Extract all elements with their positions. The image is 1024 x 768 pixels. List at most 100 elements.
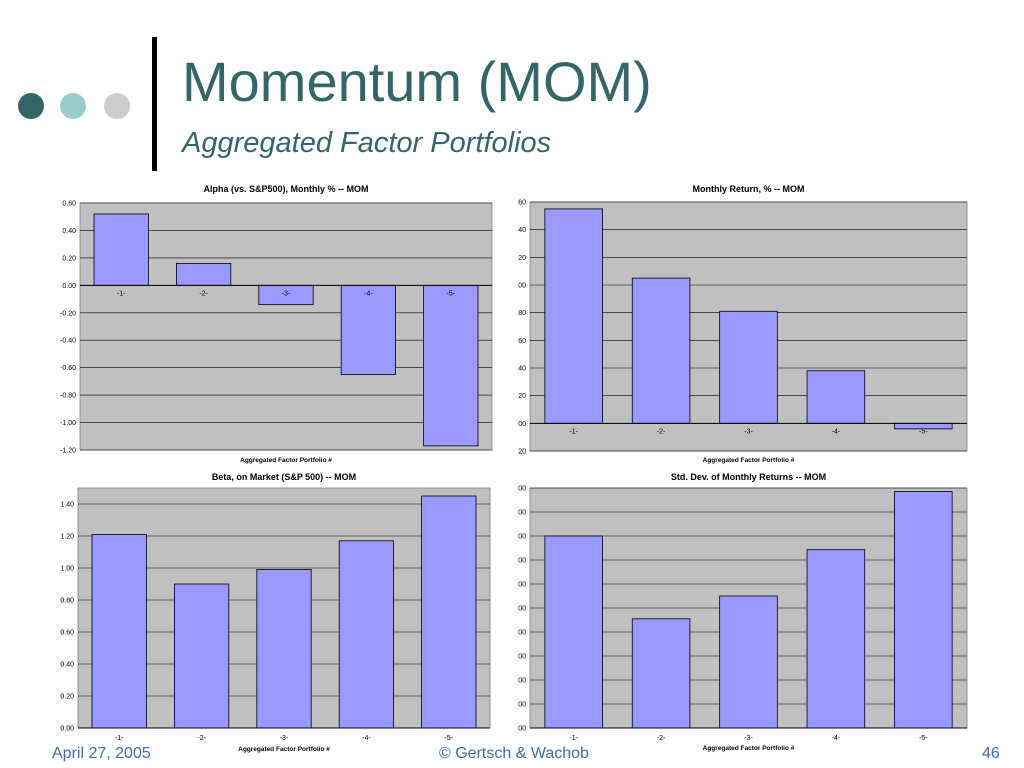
y-tick-label: 7.00 (518, 558, 526, 565)
decorative-dots (18, 93, 138, 121)
std-dev-chart: Std. Dev. of Monthly Returns -- MOM 10.00… (518, 468, 973, 758)
dot-gray (104, 93, 130, 119)
y-tick-label: 2.00 (518, 678, 526, 685)
x-tick-label: -2- (197, 735, 206, 742)
bar (423, 284, 479, 447)
bar (719, 595, 778, 729)
y-tick-label: 0.00 (518, 421, 526, 428)
x-tick-label: -4- (362, 735, 371, 742)
chart-svg: Alpha (vs. S&P500), Monthly % -- MOM 0.60… (60, 184, 493, 464)
x-tick-label: -4- (832, 428, 841, 435)
y-tick-label: 1.40 (518, 227, 526, 234)
x-tick-label: -5- (445, 735, 454, 742)
y-tick-label: 6.00 (518, 582, 526, 589)
x-tick-label: -1- (569, 735, 578, 742)
bar (256, 569, 312, 729)
y-tick-label: 0.60 (518, 338, 526, 345)
x-tick-label: -5- (919, 428, 928, 435)
y-tick-label: 0.60 (60, 630, 74, 637)
y-tick-label: 0.20 (518, 393, 526, 400)
x-tick-label: -2- (657, 735, 666, 742)
y-tick-label: 1.20 (518, 255, 526, 262)
slide-subtitle: Aggregated Factor Portfolios (182, 127, 552, 159)
chart-title: Std. Dev. of Monthly Returns -- MOM (671, 472, 826, 482)
y-tick-label: -0.20 (60, 310, 76, 317)
x-tick-label: -3- (744, 735, 753, 742)
bar (340, 284, 396, 375)
y-tick-label: 3.00 (518, 654, 526, 661)
footer-copyright: © Gertsch & Wachob (439, 745, 589, 762)
y-tick-label: -0.40 (60, 338, 76, 345)
y-tick-label: 1.00 (518, 283, 526, 290)
x-tick-label: -1- (569, 428, 578, 435)
bar (806, 549, 866, 729)
bar (806, 370, 866, 424)
x-tick-label: -3- (282, 290, 291, 297)
y-tick-label: -0.20 (518, 449, 526, 456)
x-tick-label: -1- (115, 735, 124, 742)
y-tick-label: 1.00 (518, 702, 526, 709)
y-tick-label: -1.20 (60, 448, 76, 455)
y-tick-label: 1.40 (60, 502, 74, 509)
y-tick-label: 0.60 (62, 201, 76, 208)
y-tick-label: 10.00 (518, 486, 526, 493)
y-tick-label: 0.40 (60, 662, 74, 669)
y-tick-label: -1.00 (60, 420, 76, 427)
x-tick-label: -5- (447, 290, 456, 297)
dot-teal (60, 93, 86, 119)
bar (338, 540, 394, 729)
x-axis-label: Aggregated Factor Portfolio # (703, 745, 795, 752)
chart-svg: Monthly Return, % -- MOM 1.60 1.40 1.20 1.00… (518, 184, 968, 464)
bar (174, 583, 230, 729)
bar (544, 535, 603, 729)
y-tick-label: -0.60 (60, 365, 76, 372)
y-tick-label: 0.00 (518, 726, 526, 733)
x-tick-label: -3- (744, 428, 753, 435)
bar (176, 262, 232, 286)
y-tick-label: 0.40 (518, 366, 526, 373)
x-tick-label: -5- (919, 735, 928, 742)
bar (631, 277, 691, 424)
y-tick-label: 0.40 (62, 228, 76, 235)
monthly-return-chart: Monthly Return, % -- MOM 1.60 1.40 1.20 1.00… (518, 180, 973, 465)
x-tick-label: -4- (832, 735, 841, 742)
chart-title: Beta, on Market (S&P 500) -- MOM (212, 472, 356, 482)
y-tick-label: 0.00 (60, 726, 74, 733)
y-tick-label: 4.00 (518, 630, 526, 637)
x-tick-label: -1- (117, 290, 126, 297)
x-tick-label: -3- (280, 735, 289, 742)
chart-title: Alpha (vs. S&P500), Monthly % -- MOM (203, 184, 368, 194)
slide-title: Momentum (MOM) (182, 50, 652, 113)
bar (894, 491, 953, 729)
y-tick-label: 0.00 (62, 283, 76, 290)
bar (631, 618, 691, 729)
dot-dark (18, 93, 44, 119)
bar (544, 208, 603, 424)
bar (93, 213, 149, 286)
y-tick-label: 0.20 (60, 694, 74, 701)
x-tick-label: -2- (657, 428, 666, 435)
y-tick-label: 1.00 (60, 566, 74, 573)
y-tick-label: 9.00 (518, 510, 526, 517)
y-tick-label: 1.60 (518, 200, 526, 207)
bar (719, 310, 778, 424)
y-tick-label: 0.20 (62, 255, 76, 262)
chart-svg: Beta, on Market (S&P 500) -- MOM 1.40 1.20… (60, 472, 491, 753)
x-tick-label: -4- (364, 290, 373, 297)
x-axis-label: Aggregated Factor Portfolio # (703, 457, 795, 464)
alpha-chart: Alpha (vs. S&P500), Monthly % -- MOM 0.60… (40, 180, 495, 465)
bar (421, 495, 477, 729)
y-tick-label: 0.80 (60, 598, 74, 605)
y-tick-label: 0.80 (518, 310, 526, 317)
y-tick-label: 1.20 (60, 534, 74, 541)
x-axis-label: Aggregated Factor Portfolio # (240, 457, 332, 464)
x-tick-label: -2- (199, 290, 208, 297)
title-divider (152, 37, 157, 171)
bar (91, 534, 147, 729)
chart-svg: Std. Dev. of Monthly Returns -- MOM 10.00… (518, 472, 968, 752)
beta-chart: Beta, on Market (S&P 500) -- MOM 1.40 1.20… (40, 468, 495, 758)
footer-date: April 27, 2005 (52, 745, 151, 762)
x-axis-label: Aggregated Factor Portfolio # (238, 746, 330, 753)
y-tick-label: -0.80 (60, 393, 76, 400)
y-tick-label: 8.00 (518, 534, 526, 541)
